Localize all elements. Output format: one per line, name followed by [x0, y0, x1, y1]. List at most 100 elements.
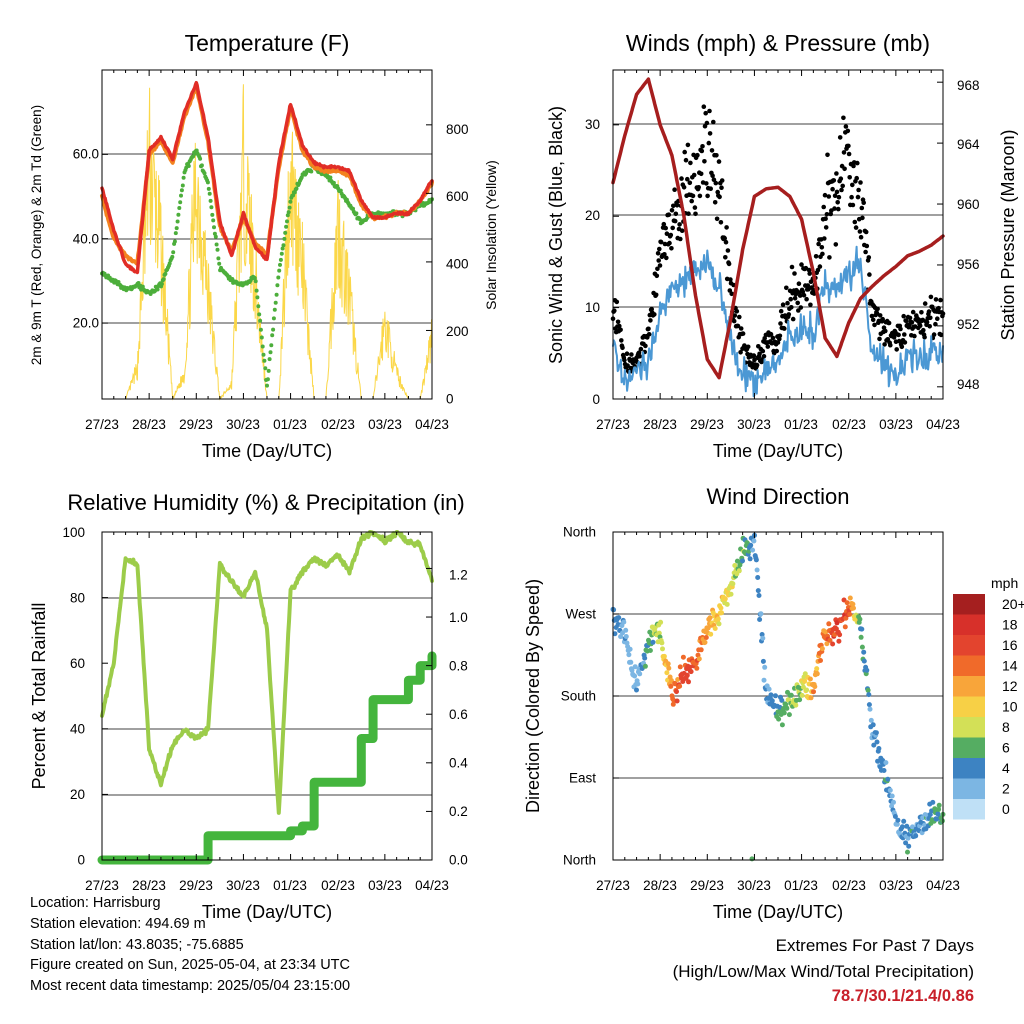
gust-point	[807, 271, 812, 276]
legend-swatch	[953, 737, 985, 758]
temperature-right-tick-label: 400	[446, 257, 469, 272]
station-elevation: Station elevation: 494.69 m	[30, 915, 206, 932]
gust-point	[863, 249, 868, 255]
gust-point	[798, 305, 804, 310]
gust-point	[740, 331, 746, 336]
direction-point	[850, 601, 856, 607]
x-tick-label: 01/23	[273, 417, 307, 432]
gust-point	[853, 225, 859, 230]
temperature-left-tick-label: 60.0	[73, 147, 99, 162]
gust-point	[928, 294, 934, 300]
temperature-left-axis-label: 2m & 9m T (Red, Orange) & 2m Td (Green)	[29, 105, 44, 365]
legend-label: 6	[1002, 740, 1010, 756]
gust-point	[834, 171, 839, 176]
direction-point	[769, 698, 775, 704]
direction-point	[885, 776, 891, 782]
direction-ticks	[612, 531, 944, 861]
direction-point	[875, 758, 881, 764]
gust-point	[646, 332, 652, 337]
humidity-left-tick-label: 100	[62, 525, 85, 540]
temperature-left-tick-label: 20.0	[73, 316, 99, 331]
direction-point	[755, 575, 761, 580]
gust-point	[765, 344, 771, 349]
gust-point	[754, 362, 760, 368]
gust-point	[778, 321, 783, 326]
dewpoint-point	[285, 213, 290, 218]
temperature-panel: Temperature (F) 60.0 40.0 20.0 0 200 400…	[29, 30, 499, 461]
dewpoint-point	[159, 282, 164, 286]
gust-point	[836, 206, 841, 212]
x-tick-label: 01/23	[273, 878, 307, 893]
gust-point	[795, 300, 800, 306]
direction-point	[677, 664, 683, 670]
legend-swatch	[953, 778, 985, 799]
dewpoint-point	[155, 287, 160, 292]
direction-point	[724, 601, 730, 607]
winds-left-tick-label: 10	[585, 300, 600, 315]
dewpoint-point	[254, 288, 259, 293]
gust-point	[912, 333, 917, 339]
dewpoint-point	[217, 261, 222, 266]
legend-swatch	[953, 635, 985, 656]
direction-point	[842, 624, 848, 630]
x-tick-label: 30/23	[226, 878, 260, 893]
gust-point	[883, 328, 888, 334]
gust-point	[840, 183, 845, 189]
direction-point	[674, 698, 680, 704]
gust-point	[681, 185, 687, 190]
dewpoint-point	[173, 231, 178, 236]
gust-point	[683, 157, 689, 163]
gust-point	[863, 229, 869, 235]
dewpoint-point	[253, 279, 258, 284]
gust-point	[792, 296, 798, 301]
direction-point	[834, 620, 840, 626]
gust-point	[724, 225, 729, 230]
dewpoint-point	[286, 210, 291, 215]
gust-point	[686, 211, 691, 216]
winds-right-tick-label: 964	[957, 137, 980, 152]
x-tick-label: 02/23	[321, 878, 355, 893]
gust-point	[902, 332, 907, 337]
legend-label: 16	[1002, 637, 1018, 653]
gust-point	[797, 293, 803, 298]
dewpoint-point	[287, 205, 292, 210]
gust-point	[712, 200, 718, 205]
direction-point	[712, 626, 718, 631]
gust-point	[761, 354, 767, 359]
gust-point	[888, 342, 893, 348]
direction-point	[773, 693, 778, 699]
dewpoint-point	[252, 276, 257, 280]
gust-point	[845, 128, 851, 134]
x-tick-label: 03/23	[879, 878, 913, 893]
dewpoint-point	[171, 250, 176, 255]
direction-point	[750, 547, 756, 553]
direction-point	[799, 692, 805, 698]
gust-point	[738, 326, 744, 331]
dewpoint-point	[255, 295, 260, 300]
direction-point	[732, 563, 738, 568]
gust-point	[615, 319, 621, 325]
direction-point	[866, 692, 872, 698]
direction-point	[748, 542, 754, 548]
humidity-ticks	[101, 531, 433, 861]
humidity-right-tick-label: 1.0	[449, 610, 468, 625]
dewpoint-point	[275, 283, 280, 288]
direction-point	[776, 716, 782, 722]
direction-point	[696, 656, 702, 662]
direction-point	[819, 646, 825, 652]
gust-point	[728, 277, 733, 282]
gust-point	[841, 115, 846, 121]
direction-point	[861, 649, 867, 655]
gust-point	[729, 291, 734, 297]
gust-point	[869, 313, 875, 319]
winds-right-tick-label: 948	[957, 377, 980, 392]
dewpoint-point	[265, 377, 270, 382]
dewpoint-point	[177, 206, 182, 210]
x-tick-label: 01/23	[784, 878, 818, 893]
gust-point	[624, 351, 630, 357]
dewpoint-point	[288, 199, 293, 204]
dewpoint-point	[180, 183, 185, 188]
gust-point	[725, 248, 731, 253]
gust-point	[903, 318, 909, 324]
gust-point	[931, 332, 937, 337]
